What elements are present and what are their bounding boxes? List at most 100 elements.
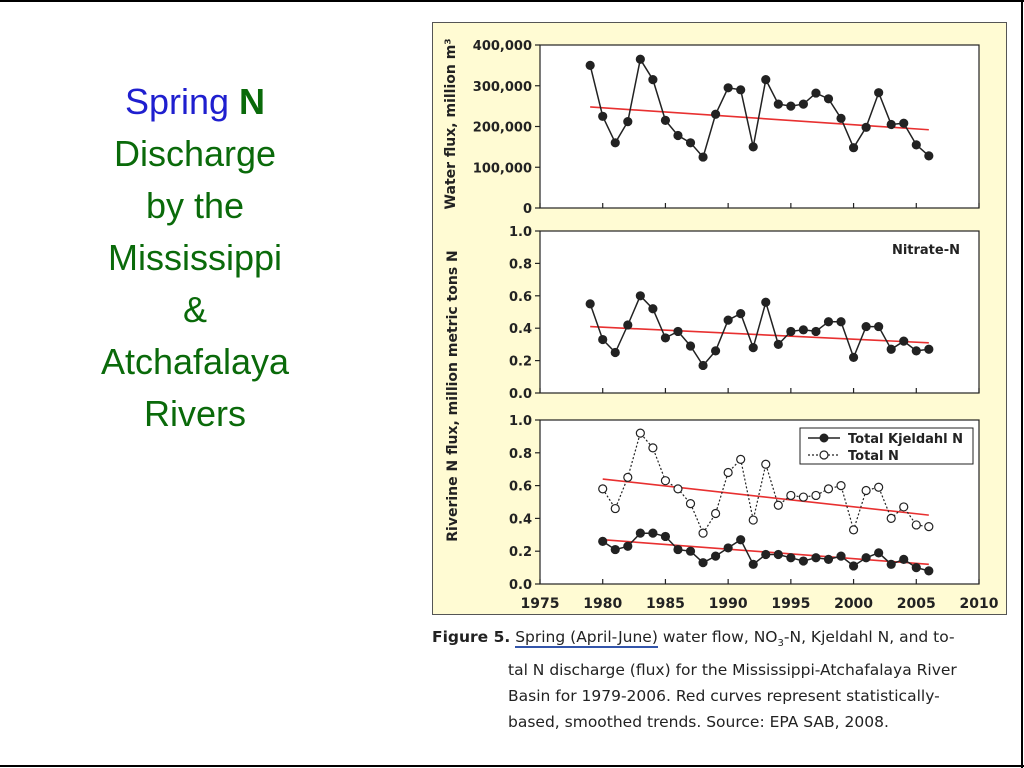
data-point (660, 531, 671, 542)
x-tick-label: 2000 (834, 596, 873, 612)
y-tick-label: 400,000 (473, 39, 532, 54)
data-point (761, 75, 771, 85)
data-point (811, 490, 821, 501)
trend-line (590, 106, 929, 131)
data-point (736, 454, 746, 464)
data-point (911, 562, 921, 573)
legend-label-total-n: Total N (848, 449, 899, 464)
data-point (848, 561, 859, 571)
x-tick-label: 1985 (646, 596, 685, 612)
data-point (836, 551, 846, 561)
data-point (886, 119, 896, 130)
data-point (848, 352, 859, 362)
y-tick-label: 0.4 (509, 322, 532, 337)
data-point (748, 343, 758, 353)
data-point (598, 484, 608, 494)
y-tick-label: 0.0 (509, 387, 532, 402)
data-point (798, 492, 809, 502)
data-point (710, 346, 721, 356)
frame-bottom-line (0, 765, 1024, 767)
data-point (610, 503, 620, 514)
data-point (748, 515, 758, 525)
trend-line (590, 325, 929, 344)
data-point (823, 484, 834, 494)
data-point (610, 544, 620, 555)
caption-link[interactable]: Spring (April-June) (515, 628, 658, 648)
y-tick-label: 0.2 (509, 545, 532, 560)
data-point (886, 344, 896, 354)
y-tick-label: 1.0 (509, 414, 532, 429)
data-point (924, 344, 934, 354)
data-point (635, 428, 645, 438)
data-point (623, 320, 633, 330)
title-n: N (239, 81, 266, 122)
data-point (748, 142, 758, 152)
data-point (924, 151, 934, 161)
data-point (635, 528, 645, 538)
data-point (598, 111, 608, 121)
data-point (773, 339, 783, 349)
data-point (723, 467, 733, 478)
data-point (723, 315, 733, 325)
data-point (648, 304, 658, 314)
y-tick-label: 0.6 (509, 290, 532, 305)
legend-marker-total-n (819, 450, 829, 460)
title-spring: Spring (124, 81, 230, 122)
data-point (710, 508, 721, 519)
data-point (710, 551, 721, 561)
caption-line1-post: -N, Kjeldahl N, and to- (783, 628, 955, 646)
data-point (786, 326, 796, 337)
data-point (874, 88, 884, 98)
y-tick-label: 0.6 (509, 480, 532, 495)
title-line-2: by the (145, 185, 245, 226)
data-point (823, 317, 834, 327)
data-point (685, 138, 696, 148)
data-point (786, 490, 796, 501)
title-line-1: Discharge (113, 133, 277, 174)
caption-line-3: Basin for 1979-2006. Red curves represen… (508, 687, 940, 706)
data-point (861, 553, 871, 563)
caption-figure-label: Figure 5. (432, 628, 511, 646)
data-point (723, 543, 733, 553)
data-point (673, 130, 683, 141)
data-point (673, 484, 683, 494)
data-point (911, 140, 921, 150)
data-point (798, 556, 809, 566)
data-point (698, 360, 708, 371)
data-point (736, 309, 746, 319)
data-point (736, 85, 746, 95)
data-point (610, 138, 620, 148)
panel-1-plot-area (539, 44, 980, 209)
x-tick-label: 1990 (709, 596, 748, 612)
data-point (836, 481, 846, 491)
data-point (836, 317, 846, 327)
data-point (886, 513, 896, 524)
title-line-4: & (182, 289, 207, 330)
data-point (685, 546, 696, 556)
data-point (874, 321, 884, 332)
x-tick-label: 1995 (771, 596, 810, 612)
data-point (698, 528, 708, 538)
legend-marker-kjeldahl (819, 433, 829, 443)
data-point (598, 536, 608, 546)
data-point (911, 346, 921, 356)
y-tick-label: 0.4 (509, 512, 532, 527)
data-point (698, 152, 708, 162)
data-point (761, 549, 771, 560)
y-tick-label: 1.0 (509, 225, 532, 240)
title-line-6: Rivers (143, 393, 246, 434)
data-point (648, 75, 658, 85)
data-point (823, 554, 834, 565)
data-point (899, 502, 909, 512)
data-point (773, 500, 783, 510)
caption-line-4: based, smoothed trends. Source: EPA SAB,… (508, 713, 889, 732)
data-point (585, 60, 595, 70)
data-point (748, 559, 758, 569)
panel-1: 400,000 300,000 200,000 100,000 0 (473, 39, 980, 217)
data-point (610, 347, 620, 358)
data-point (698, 558, 708, 568)
trend-line (602, 478, 929, 516)
y-tick-label: 0.8 (509, 257, 532, 272)
frame-top-line (0, 0, 1024, 2)
caption-line1-pre: water flow, NO (662, 628, 778, 646)
